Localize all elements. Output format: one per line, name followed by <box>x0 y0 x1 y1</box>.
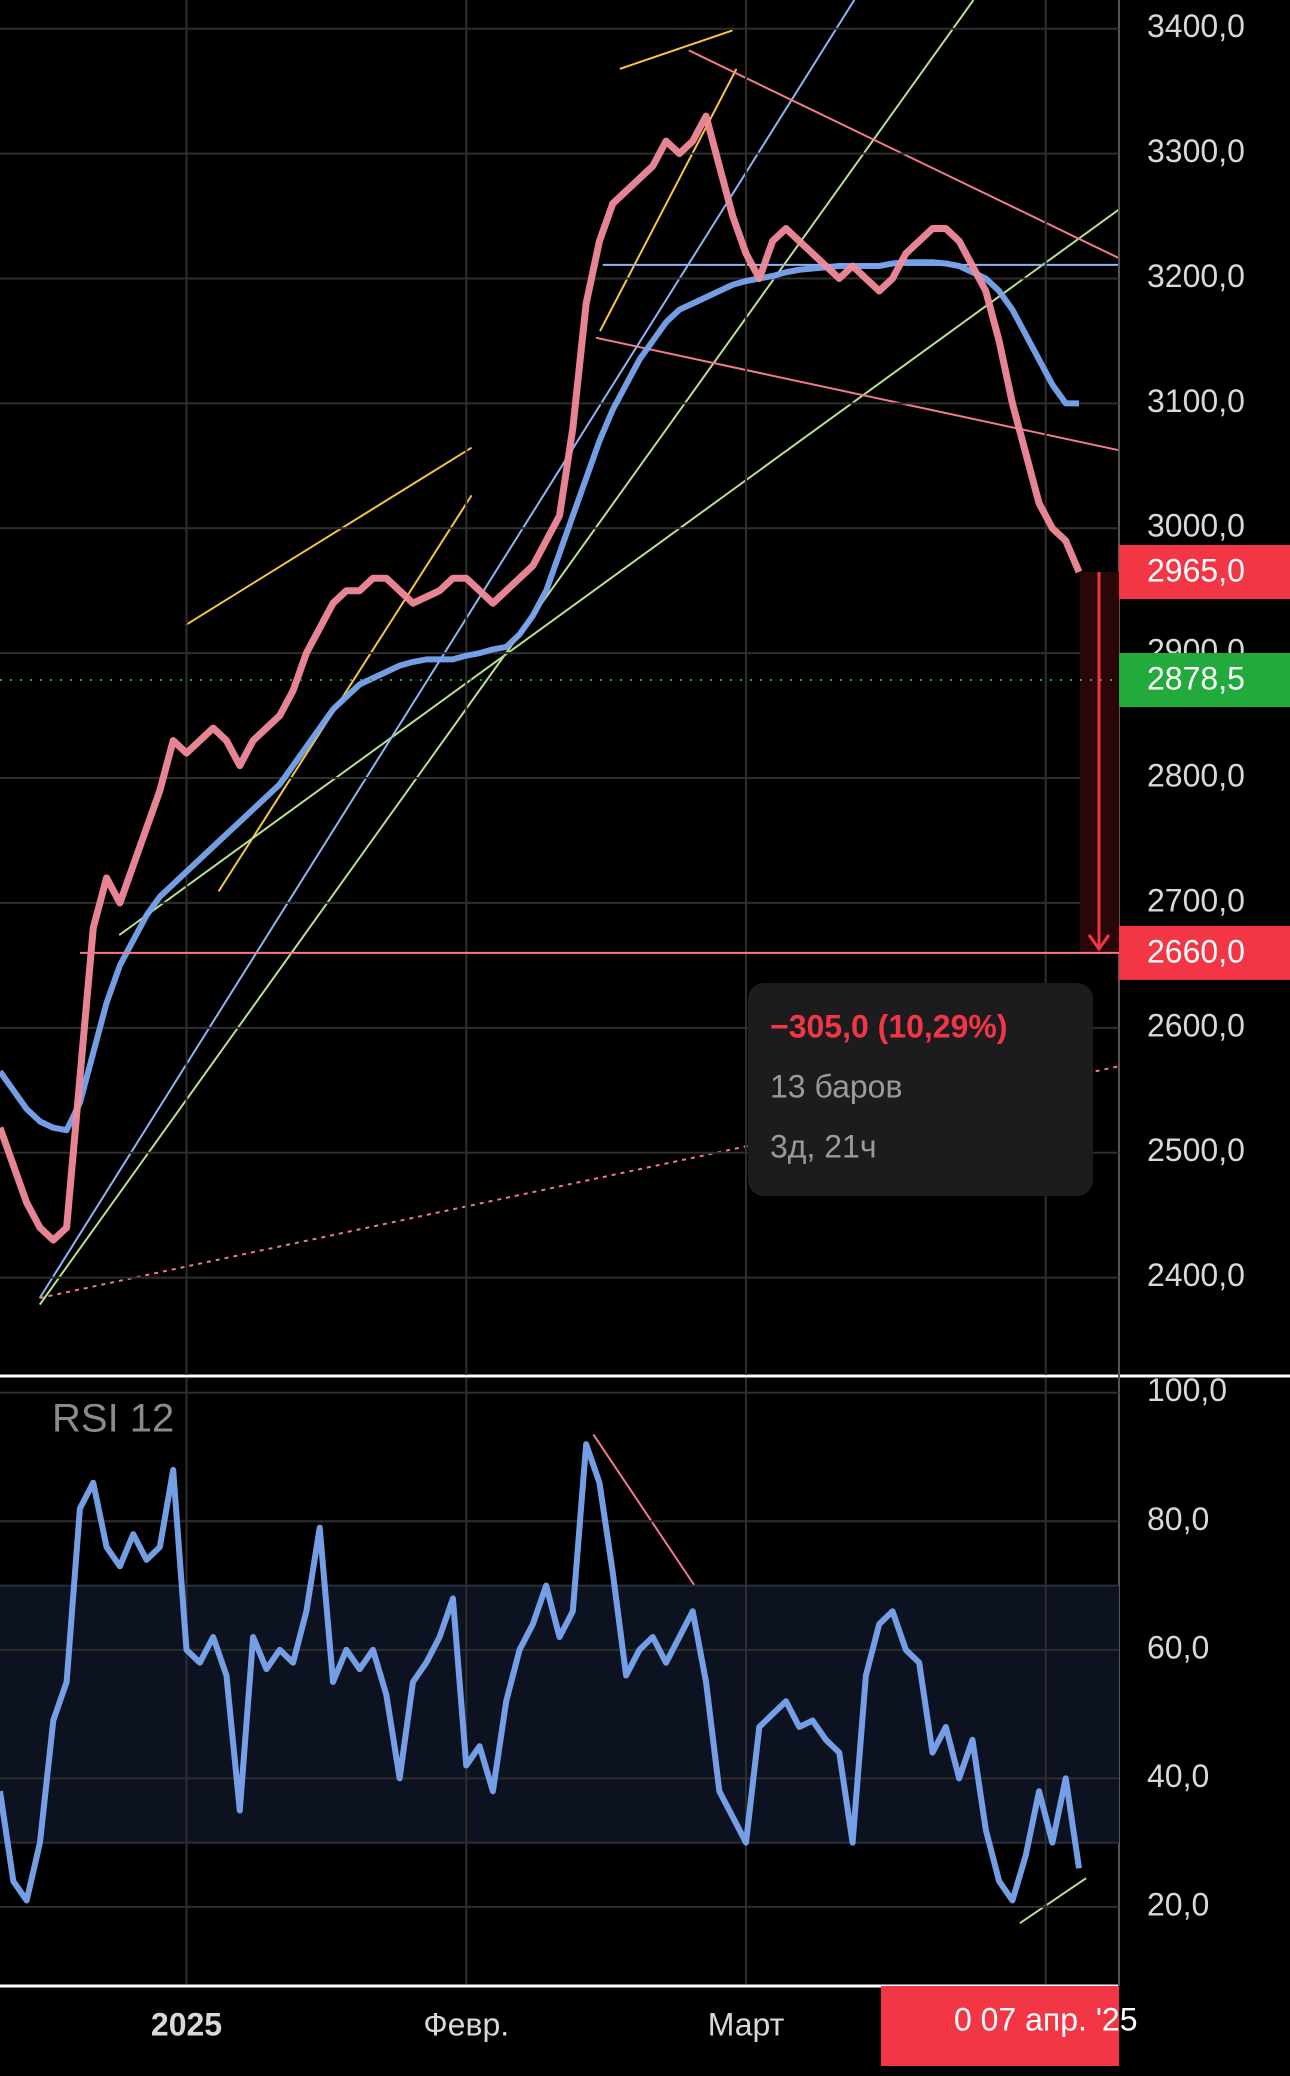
arrow-head <box>1087 934 1111 952</box>
y-tick-label: 100,0 <box>1147 1372 1227 1408</box>
y-tick-label: 60,0 <box>1147 1629 1209 1665</box>
price-marker-label: 2878,5 <box>1147 660 1245 696</box>
y-tick-label: 2500,0 <box>1147 1132 1245 1168</box>
y-tick-label: 3400,0 <box>1147 8 1245 44</box>
y-tick-label: 20,0 <box>1147 1886 1209 1922</box>
tooltip <box>748 983 1093 1196</box>
cursor-box <box>881 1986 1119 2066</box>
y-tick-label: 2800,0 <box>1147 757 1245 793</box>
x-tick-label: 2025 <box>151 2006 222 2042</box>
trend-line <box>219 495 472 891</box>
trend-line <box>40 0 855 1298</box>
series-line <box>0 1441 1083 1904</box>
tooltip-text: −305,0 (10,29%) <box>770 1008 1008 1044</box>
y-tick-label: 2400,0 <box>1147 1257 1245 1293</box>
y-tick-label: 40,0 <box>1147 1758 1209 1794</box>
price-marker <box>1119 925 1290 980</box>
y-tick-label: 2600,0 <box>1147 1007 1245 1043</box>
y-tick-label: 2700,0 <box>1147 882 1245 918</box>
tooltip-text: 13 баров <box>770 1068 902 1104</box>
y-tick-label: 3300,0 <box>1147 133 1245 169</box>
trend-line <box>620 30 733 68</box>
trend-line <box>185 448 471 625</box>
trend-line <box>596 338 1119 451</box>
trend-line <box>119 209 1119 935</box>
series-line <box>0 112 1083 1244</box>
trend-line <box>1020 1878 1086 1923</box>
x-tick-label: Март <box>708 2006 785 2042</box>
price-marker <box>1119 653 1290 708</box>
rsi-title: RSI 12 <box>52 1397 174 1441</box>
rsi-band <box>0 1585 1119 1843</box>
trend-line <box>600 69 736 331</box>
price-marker-label: 2965,0 <box>1147 552 1245 588</box>
cursor-label: 0 07 апр. '25 <box>954 2001 1138 2037</box>
price-marker-label: 2660,0 <box>1147 933 1245 969</box>
y-tick-label: 3200,0 <box>1147 258 1245 294</box>
y-tick-label: 3100,0 <box>1147 383 1245 419</box>
x-tick-label: Февр. <box>423 2006 509 2042</box>
price-marker <box>1119 544 1290 599</box>
tooltip-text: 3д, 21ч <box>770 1128 877 1164</box>
y-tick-label: 80,0 <box>1147 1501 1209 1537</box>
y-tick-label: 3000,0 <box>1147 508 1245 544</box>
trend-line <box>593 1434 695 1586</box>
